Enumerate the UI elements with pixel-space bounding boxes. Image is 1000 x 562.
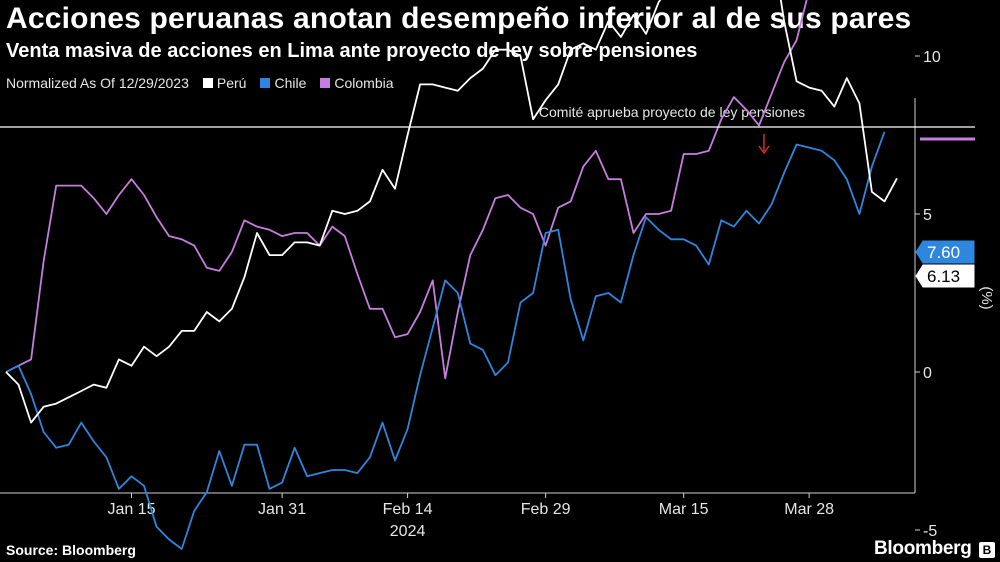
- chile-tag: [915, 240, 975, 264]
- peru-tag: [915, 264, 975, 288]
- normalized-label: Normalized As Of 12/29/2023: [6, 75, 189, 91]
- y-tick-label: 0: [923, 365, 932, 382]
- y-tick-label: -5: [923, 523, 937, 540]
- legend-item-peru: Perú: [202, 75, 247, 91]
- x-tick-label: Jan 15: [107, 501, 155, 518]
- x-tick-label: Feb 29: [521, 501, 571, 518]
- legend-label-chile: Chile: [274, 75, 307, 91]
- legend-swatch-chile: [260, 78, 271, 88]
- x-tick-label: Jan 31: [258, 501, 306, 518]
- y-axis-label: (%): [978, 286, 995, 309]
- brand-logo: Bloomberg: [874, 538, 972, 559]
- legend-label-peru: Perú: [216, 75, 247, 91]
- x-tick-label: Feb 14: [383, 501, 433, 518]
- source-note: Source: Bloomberg: [6, 542, 136, 558]
- b-icon: B: [979, 542, 995, 558]
- annotation-label: Comité aprueba proyecto de ley pensiones: [539, 104, 805, 120]
- x-tick-label: Mar 15: [659, 501, 709, 518]
- series-line-peru: [5, 0, 898, 424]
- chart-subtitle: Venta masiva de acciones en Lima ante pr…: [6, 40, 698, 62]
- legend-label-colombia: Colombia: [334, 75, 394, 91]
- legend-swatch-colombia: [320, 78, 331, 88]
- legend-swatch-peru: [202, 78, 213, 88]
- chart-title: Acciones peruanas anotan desempeño infer…: [6, 2, 912, 35]
- legend: Normalized As Of 12/29/2023 Perú Chile C…: [6, 75, 394, 91]
- series-line-chile: [5, 131, 886, 550]
- peru-value-label: 6.13: [927, 267, 960, 286]
- annotation-arrow-head: [758, 145, 770, 155]
- y-tick-label: 5: [923, 207, 932, 224]
- x-axis-label: 2024: [390, 523, 426, 540]
- legend-item-colombia: Colombia: [320, 75, 394, 91]
- y-tick-label: 10: [923, 49, 941, 66]
- x-tick-label: Mar 28: [784, 501, 834, 518]
- legend-item-chile: Chile: [260, 75, 306, 91]
- chile-value-label: 7.60: [927, 243, 960, 262]
- series-line-colombia: [5, 0, 808, 380]
